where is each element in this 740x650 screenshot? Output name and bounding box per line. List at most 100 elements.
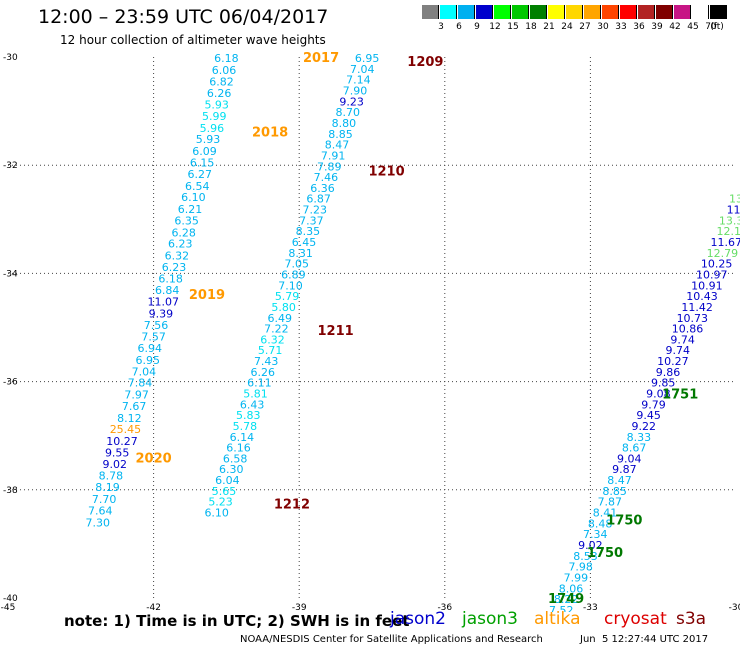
legend-swatch <box>512 5 529 19</box>
wave-height-point: 6.95 <box>355 52 380 65</box>
wave-height-point: 8.35 <box>296 225 321 238</box>
wave-height-point: 6.21 <box>178 203 203 216</box>
wave-height-point: 7.64 <box>88 504 113 517</box>
time-label: 1750 <box>587 546 623 561</box>
satellite-name: jason3 <box>462 609 518 629</box>
x-tick-label: -45 <box>1 603 16 612</box>
wave-height-point: 7.52 <box>549 604 574 612</box>
legend-label: 45 <box>687 22 699 32</box>
wave-height-point: 7.87 <box>598 496 623 509</box>
legend-label: 21 <box>543 22 555 32</box>
time-label: 1750 <box>606 514 642 529</box>
wave-height-point: 6.09 <box>192 145 217 158</box>
wave-height-point: 7.37 <box>299 214 324 227</box>
wave-height-point: 8.67 <box>622 442 647 455</box>
y-tick-label: -30 <box>3 53 18 63</box>
wave-height-point: 9.04 <box>617 452 642 465</box>
time-label: 2019 <box>189 288 225 303</box>
wave-height-point: 6.28 <box>171 226 196 239</box>
wave-height-point: 13.3 <box>719 214 740 227</box>
wave-height-point: 8.12 <box>117 412 142 425</box>
wave-height-point: 7.05 <box>285 258 310 271</box>
y-tick-label: -32 <box>3 161 18 171</box>
wave-height-point: 5.99 <box>202 110 227 123</box>
wave-height-point: 7.98 <box>568 561 593 574</box>
wave-height-point: 5.23 <box>208 496 233 509</box>
wave-height-point: 8.78 <box>99 470 124 483</box>
legend-swatch <box>458 5 475 19</box>
footer-credit: NOAA/NESDIS Center for Satellite Applica… <box>240 634 543 645</box>
y-tick-label: -40 <box>3 594 18 604</box>
wave-height-point: 6.30 <box>219 463 244 476</box>
wave-height-point: 8.47 <box>325 139 350 152</box>
legend-label: 70 <box>705 22 717 32</box>
wave-height-point: 7.99 <box>564 571 589 584</box>
wave-height-point: 5.93 <box>196 133 221 146</box>
wave-height-point: 6.95 <box>136 354 161 367</box>
legend-swatch <box>674 5 691 19</box>
wave-height-point: 6.32 <box>260 333 285 346</box>
wave-height-point: 9.87 <box>612 463 637 476</box>
legend-label: 36 <box>633 22 645 32</box>
wave-height-point: 5.78 <box>233 420 258 433</box>
wave-height-point: 6.10 <box>204 507 229 520</box>
time-label: 2020 <box>136 451 172 466</box>
wave-height-point: 7.84 <box>128 377 153 390</box>
wave-height-point: 8.85 <box>602 485 627 498</box>
wave-height-point: 6.54 <box>185 180 210 193</box>
wave-height-point: 7.97 <box>124 389 149 402</box>
time-label: 1749 <box>548 592 584 607</box>
wave-height-point: 6.35 <box>174 214 199 227</box>
wave-height-point: 6.36 <box>310 182 335 195</box>
legend-label: 12 <box>489 22 501 32</box>
wave-height-point: 10.27 <box>657 355 689 368</box>
wave-height-point: 10.43 <box>686 290 718 303</box>
wave-height-point: 10.73 <box>677 312 709 325</box>
wave-height-point: 9.22 <box>632 420 657 433</box>
wave-height-point: 9.79 <box>641 398 666 411</box>
x-tick-label: -39 <box>292 603 307 612</box>
wave-height-point: 11 <box>727 204 740 217</box>
legend-swatch <box>602 5 619 19</box>
wave-height-point: 8.48 <box>588 517 613 530</box>
wave-height-point: 6.89 <box>281 268 306 281</box>
legend-label: 27 <box>579 22 591 32</box>
wave-height-point: 5.96 <box>200 122 225 135</box>
wave-height-point: 6.49 <box>268 312 293 325</box>
legend-swatch <box>692 5 709 19</box>
wave-height-point: 5.93 <box>204 99 229 112</box>
legend-label: 3 <box>438 22 444 32</box>
footer-note: note: 1) Time is in UTC; 2) SWH is in fe… <box>64 612 410 630</box>
legend-label: 30 <box>597 22 609 32</box>
legend-swatch <box>440 5 457 19</box>
legend-label: 42 <box>669 22 681 32</box>
wave-height-point: 8.41 <box>593 507 618 520</box>
wave-height-point: 7.57 <box>141 331 166 344</box>
wave-height-point: 6.10 <box>181 191 206 204</box>
wave-height-point: 6.32 <box>165 250 190 263</box>
wave-height-point: 7.43 <box>254 355 279 368</box>
wave-height-point: 7.56 <box>144 319 169 332</box>
legend-swatch <box>494 5 511 19</box>
legend-label: 24 <box>561 22 573 32</box>
wave-height-point: 9.23 <box>339 95 364 108</box>
legend-unit: (ft) <box>710 22 724 32</box>
wave-height-point: 8.31 <box>288 247 313 260</box>
footer-timestamp: Jun 5 12:27:44 UTC 2017 <box>580 634 709 645</box>
wave-height-point: 9.74 <box>670 333 695 346</box>
wave-height-point: 6.04 <box>215 474 240 487</box>
wave-height-point: 25.45 <box>110 423 142 436</box>
wave-height-point: 7.04 <box>132 365 157 378</box>
wave-height-point: 10.25 <box>701 258 733 271</box>
wave-height-point: 9.08 <box>646 388 671 401</box>
time-label: 1751 <box>662 388 698 403</box>
wave-height-point: 8.85 <box>328 128 353 141</box>
time-label: 1210 <box>368 165 404 180</box>
legend-swatch <box>548 5 565 19</box>
legend-label: 6 <box>456 22 462 32</box>
wave-height-point: 10.86 <box>672 323 704 336</box>
wave-height-point: 11.67 <box>711 236 740 249</box>
y-tick-label: -34 <box>3 269 18 279</box>
wave-height-point: 7.04 <box>350 63 375 76</box>
chart-title: 12:00 – 23:59 UTC 06/04/2017 <box>38 6 329 28</box>
